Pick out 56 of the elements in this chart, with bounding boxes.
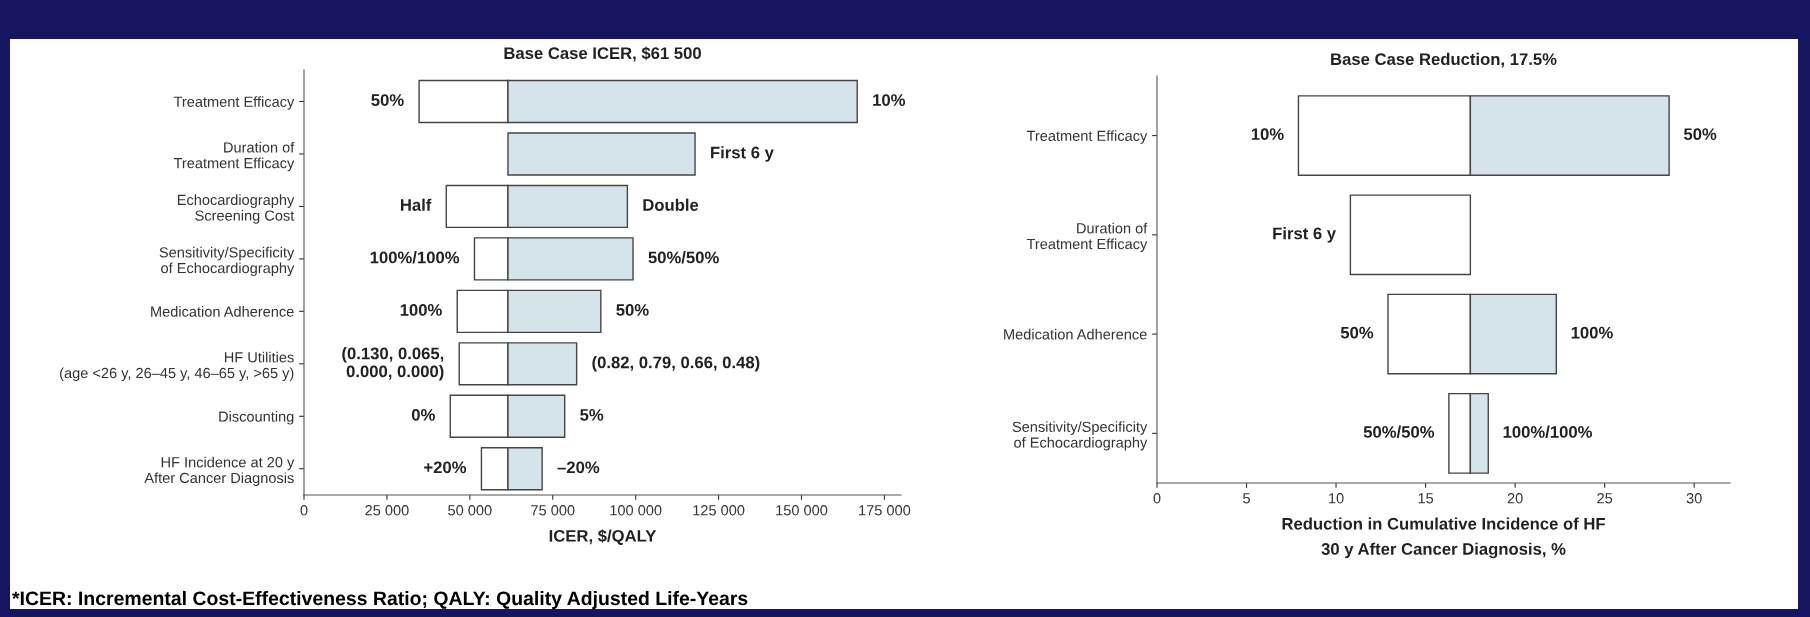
x-tick-label: 10 [1329,493,1344,504]
x-tick-label: 0 [300,505,308,516]
annotation: 0% [411,408,435,421]
x-tick-label: 50 000 [448,505,492,516]
bar [507,132,696,176]
annotation: +20% [424,461,467,474]
annotation: 50% [616,304,649,316]
annotation: First 6 y [711,146,774,162]
y-tick-label: Sensitivity/Specificity of Echocardiography [1012,421,1148,451]
annotation: 50% [371,94,404,106]
y-tick-label: HF Utilities (age <26 y, 26–45 y, 46–65 y, >65 y) [60,351,294,382]
x-tick-label: 25 000 [365,505,409,516]
x-tick-label: 175 000 [859,505,911,516]
y-tick-label: HF Incidence at 20 y After Cancer Diagnosis [144,456,295,486]
text: *ICER: Incremental Cost-Effectiveness Ratio; QALY: Quality Adjusted Life-Years [12,590,748,610]
y-tick-label: Echocardiography Screening Cost [177,194,295,224]
annotation: 50%/50% [1363,425,1435,439]
x-tick-label: 75 000 [531,505,575,516]
chart-title: Base Case ICER, $61 500 [504,46,701,62]
x-tick-label: 150 000 [776,505,828,516]
annotation: 100% [1571,326,1613,339]
x-tick-label: 25 [1597,493,1613,504]
annotation: 100%/100% [1503,425,1593,439]
x-tick-label: 20 [1507,493,1523,504]
annotation: 5% [580,409,604,421]
y-tick-label: Treatment Efficacy [1026,130,1148,144]
x-tick-label: 0 [1153,493,1161,504]
y-tick-label: Treatment Efficacy [173,96,295,110]
x-tick-label: 125 000 [693,505,745,516]
x-axis-title: Reduction in Cumulative Incidence of HF 30 y After Cancer Diagnosis, % [1282,517,1605,559]
x-tick-label: 100 000 [610,505,662,516]
annotation: 50%/50% [648,251,719,264]
y-tick-label: Discounting [219,411,294,425]
x-tick-label: 15 [1418,493,1434,504]
annotation: 10% [1251,128,1284,141]
annotation: (0.82, 0.79, 0.66, 0.48) [592,356,760,372]
annotation: 50% [1340,326,1374,339]
bar [1349,194,1472,276]
y-tick-label: Medication Adherence [151,306,294,317]
annotation: 50% [1683,128,1717,141]
x-tick-label: 5 [1243,493,1250,504]
y-tick-label: Medication Adherence [1004,328,1147,340]
annotation: Double [643,198,699,211]
annotation: Half [400,198,432,211]
x-tick-label: 30 [1686,493,1702,504]
annotation: (0.130, 0.065, 0.000, 0.000) [342,347,444,381]
annotation: First 6 y [1273,227,1336,243]
annotation: 100%/100% [370,251,460,264]
annotation: –20% [557,461,600,474]
y-tick-label: Duration of Treatment Efficacy [1026,222,1148,253]
annotation: 10% [873,94,906,106]
x-axis-title: ICER, $/QALY [549,529,657,545]
annotation: 100% [400,304,442,316]
y-tick-label: Duration of Treatment Efficacy [173,141,295,172]
chart-title: Base Case Reduction, 17.5% [1331,52,1557,68]
y-tick-label: Sensitivity/Specificity of Echocardiography [159,246,295,277]
